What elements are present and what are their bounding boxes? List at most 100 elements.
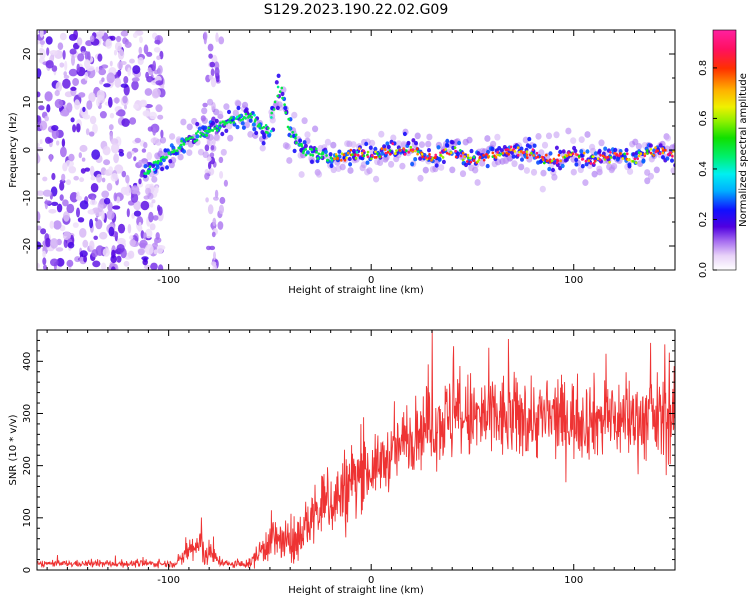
spectrogram-ridge-blob [578, 136, 585, 144]
spectrogram-ridge-blob [207, 126, 210, 130]
spectrogram-noise-blob [53, 220, 62, 230]
spectrogram-ridge-blob [144, 187, 152, 195]
spectrogram-noise-blob [157, 65, 163, 75]
spectrogram-ridge-blob [216, 110, 223, 118]
spectrogram-noise-blob [158, 264, 164, 270]
spectrogram-noise-blob [55, 247, 64, 252]
spectrogram-noise-blob [121, 118, 130, 127]
spectrogram-ridge-blob [195, 132, 198, 135]
spectrogram-ridge-blob [653, 166, 660, 174]
spectrogram-ridge-blob [357, 153, 360, 157]
spectrogram-ridge-blob [219, 121, 222, 125]
spectrogram-ridge-blob [569, 153, 573, 157]
spectrogram-ridge-blob [315, 147, 318, 151]
spectrogram-ridge-blob [382, 144, 387, 149]
spectrogram-ridge-blob [441, 159, 446, 165]
spectrogram-ridge-blob [349, 148, 353, 152]
spectrogram-ridge-blob [380, 147, 384, 151]
spectrogram-ridge-blob [193, 139, 196, 143]
spectrogram-ridge-blob [469, 160, 473, 164]
spectrogram-ridge-blob [259, 144, 266, 152]
spectrogram-ridge-blob [482, 153, 485, 157]
spectrogram-ridge-blob [621, 157, 624, 160]
spectrogram-noise-blob [84, 50, 89, 61]
spectrogram-ridge-blob [305, 150, 310, 155]
spectrogram-ridge-blob [490, 140, 497, 148]
spectrogram-ridge-blob [434, 163, 439, 168]
spectrogram-noise-blob [86, 100, 93, 110]
spectrogram-ridge-blob [445, 138, 450, 144]
colorbar-tick-label: 0.8 [698, 60, 709, 76]
spectrogram-noise-blob [223, 179, 228, 187]
spectrogram-ridge-blob [205, 134, 209, 137]
spectrogram-ridge-blob [195, 134, 200, 139]
spectrogram-ridge-blob [270, 129, 273, 133]
spectrogram-ridge-blob [428, 153, 431, 156]
y-tick-label: 200 [22, 456, 33, 475]
spectrogram-ridge-blob [627, 158, 630, 162]
spectrogram-noise-blob [129, 117, 137, 125]
spectrogram-ridge-blob [414, 132, 421, 140]
spectrogram-ridge-blob [264, 124, 268, 127]
spectrogram-noise-blob [95, 219, 103, 230]
spectrogram-noise-blob [95, 245, 105, 256]
spectrogram-ridge-blob [321, 152, 325, 156]
spectrogram-ridge-blob [487, 155, 490, 159]
spectrogram-ridge-blob [146, 171, 150, 175]
spectrogram-ridge-blob [661, 149, 665, 153]
spectrogram-ridge-blob [445, 143, 450, 148]
spectrogram-ridge-blob [156, 159, 160, 163]
spectrogram-ridge-blob [157, 150, 164, 158]
spectrogram-ridge-blob [656, 149, 659, 153]
spectrogram-marks [37, 30, 675, 270]
spectrogram-ridge-blob [472, 155, 476, 159]
spectrogram-ridge-blob [298, 143, 301, 147]
spectrogram-ridge-blob [384, 151, 388, 155]
spectrogram-ridge-blob [182, 142, 185, 146]
spectrogram-noise-blob [101, 262, 107, 270]
spectrogram-noise-blob [123, 76, 129, 84]
spectrogram-ridge-blob [436, 145, 441, 150]
spectrogram-ridge-blob [180, 118, 187, 126]
spectrogram-noise-blob [40, 228, 47, 235]
spectrogram-ridge-blob [635, 143, 643, 150]
spectrogram-ridge-blob [247, 131, 254, 138]
spectrogram-ridge-blob [634, 161, 638, 165]
spectrogram-ridge-blob [262, 125, 266, 129]
spectrogram-noise-blob [66, 203, 75, 214]
spectrogram-ridge-blob [517, 153, 520, 157]
spectrogram-ridge-blob [570, 168, 577, 176]
spectrogram-ridge-blob [627, 168, 634, 175]
spectrogram-noise-blob [62, 78, 71, 89]
spectrogram-noise-blob [150, 262, 158, 270]
spectrogram-noise-blob [144, 88, 153, 96]
spectrogram-ridge-blob [280, 91, 285, 97]
spectrogram-noise-blob [155, 104, 163, 113]
spectrogram-ridge-blob [532, 154, 535, 157]
spectrogram-noise-blob [54, 98, 64, 109]
spectrogram-noise-blob [56, 203, 63, 213]
spectrogram-ridge-blob [345, 156, 348, 160]
spectrogram-noise-blob [96, 173, 103, 183]
spectrogram-ridge-blob [213, 133, 220, 141]
spectrogram-ridge-blob [241, 101, 249, 109]
spectrogram-ridge-blob [315, 150, 318, 154]
spectrogram-noise-blob [76, 63, 80, 73]
spectrogram-noise-blob [133, 210, 142, 217]
spectrogram-ridge-blob [409, 145, 413, 149]
spectrogram-ridge-blob [598, 158, 602, 162]
snr-xlabel: Height of straight line (km) [288, 585, 424, 596]
spectrogram-noise-blob [218, 204, 224, 215]
spectrogram-ridge-blob [627, 162, 632, 167]
spectrogram-noise-blob [39, 47, 44, 53]
spectrogram-noise-blob [126, 151, 132, 159]
spectrogram-noise-blob [116, 35, 122, 43]
spectrogram-noise-blob [88, 131, 95, 137]
spectrogram-noise-blob [139, 36, 143, 44]
spectrogram-noise-blob [74, 99, 81, 110]
snr-frame [36, 329, 676, 571]
spectrogram-noise-blob [124, 104, 127, 110]
spectrogram-noise-blob [214, 67, 220, 77]
spectrogram-noise-blob [63, 211, 70, 222]
spectrogram-noise-blob [138, 159, 143, 166]
